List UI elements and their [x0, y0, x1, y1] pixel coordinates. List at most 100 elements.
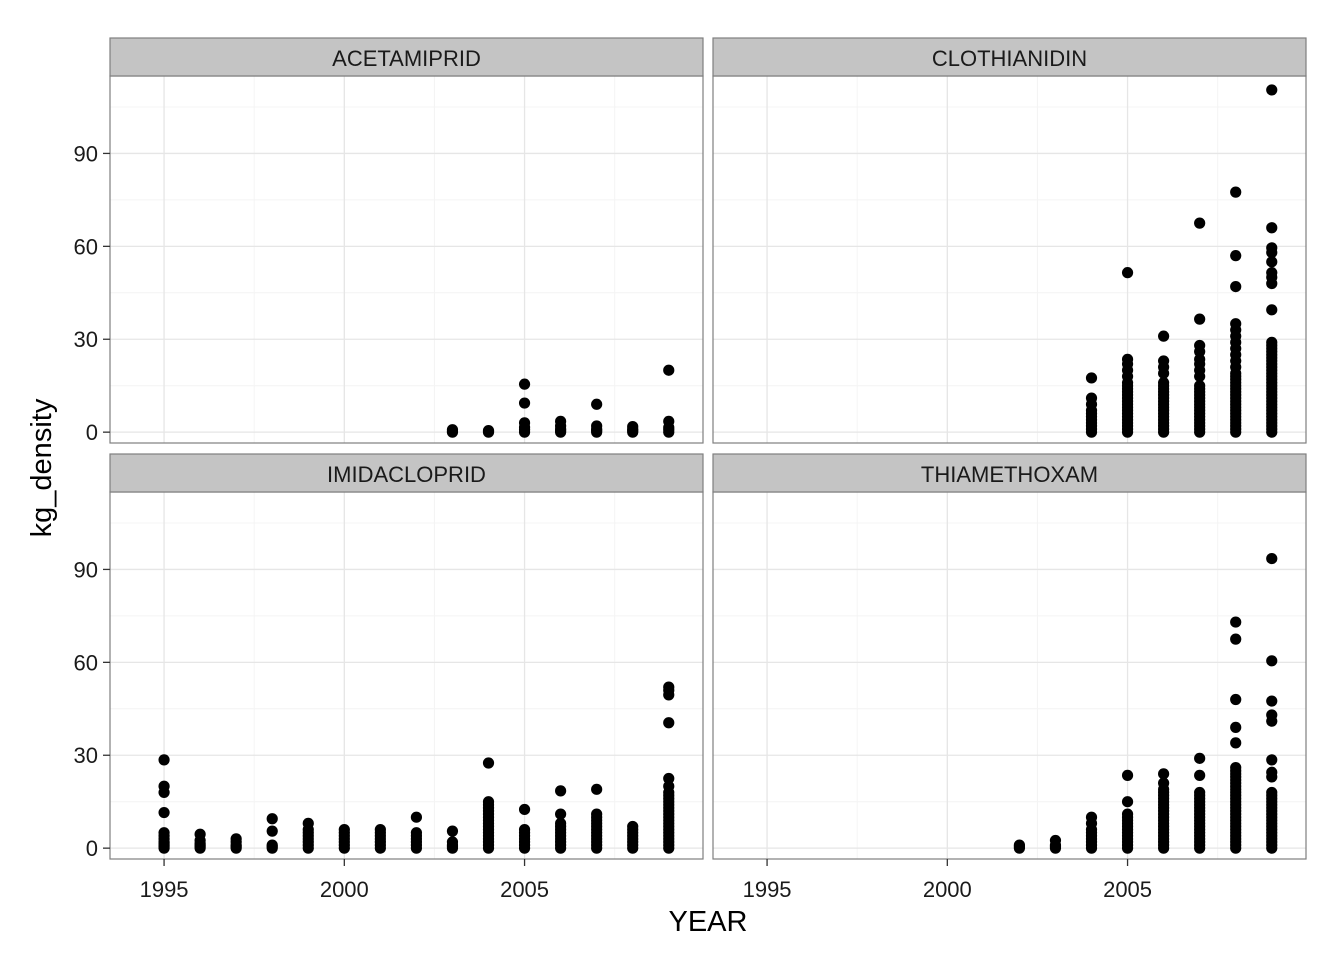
y-axes: 0 30 60 90 0 30 60 90 — [74, 141, 110, 861]
x-tick-label: 1995 — [743, 877, 792, 902]
scatter-point — [266, 813, 278, 825]
scatter-point — [555, 415, 567, 427]
scatter-point — [1158, 768, 1170, 780]
scatter-point — [1230, 250, 1242, 262]
facet-strip — [109, 453, 704, 493]
scatter-point — [1158, 777, 1170, 789]
scatter-point — [158, 754, 170, 766]
facet-strip — [712, 453, 1307, 493]
scatter-point — [1194, 217, 1206, 229]
x-tick-label: 2005 — [500, 877, 549, 902]
scatter-point — [1266, 222, 1278, 234]
x-tick-label: 2000 — [320, 877, 369, 902]
panel-background — [110, 76, 703, 443]
scatter-point — [410, 827, 423, 839]
scatter-point — [1230, 737, 1242, 749]
scatter-point — [1266, 786, 1278, 799]
y-tick-label: 30 — [74, 743, 98, 768]
scatter-point — [627, 820, 639, 833]
scatter-point — [663, 681, 675, 693]
scatter-point — [446, 424, 459, 436]
scatter-point — [1049, 834, 1062, 847]
scatter-point — [518, 823, 531, 836]
facet-strip-label: ACETAMIPRID — [332, 46, 481, 71]
y-tick-label: 0 — [86, 420, 98, 445]
scatter-point — [555, 785, 567, 797]
scatter-point — [482, 425, 495, 437]
scatter-point — [1194, 380, 1206, 392]
scatter-point — [194, 828, 206, 840]
scatter-point — [591, 398, 603, 410]
scatter-point — [1085, 372, 1098, 384]
panel-background — [110, 492, 703, 859]
scatter-point — [482, 757, 495, 769]
scatter-point — [1121, 267, 1134, 279]
scatter-point — [663, 364, 675, 376]
scatter-point — [1266, 766, 1278, 778]
scatter-point — [374, 823, 386, 836]
scatter-point — [663, 772, 675, 785]
y-axis-title: kg_density — [26, 398, 58, 537]
scatter-point — [338, 823, 350, 836]
scatter-point — [518, 417, 531, 429]
scatter-point — [1266, 754, 1278, 766]
scatter-point — [663, 717, 675, 729]
x-tick-label: 2005 — [1103, 877, 1152, 902]
panel-background — [713, 76, 1306, 443]
scatter-point — [1266, 242, 1278, 254]
scatter-point — [1121, 353, 1134, 365]
scatter-point — [1266, 695, 1278, 707]
scatter-point — [1194, 339, 1206, 352]
scatter-point — [158, 780, 170, 792]
panel-background — [713, 492, 1306, 859]
scatter-point — [1158, 377, 1170, 389]
facet-strip — [712, 37, 1307, 77]
facet-strip-label: CLOTHIANIDIN — [932, 46, 1087, 71]
x-axis-title: YEAR — [669, 906, 748, 938]
scatter-point — [1230, 186, 1242, 198]
scatter-point — [1194, 769, 1206, 781]
scatter-point — [446, 836, 459, 848]
y-tick-label: 90 — [74, 141, 98, 166]
scatter-point — [1158, 355, 1170, 367]
scatter-point — [266, 839, 278, 851]
scatter-point — [518, 803, 531, 816]
scatter-point — [1230, 616, 1242, 628]
scatter-point — [1266, 655, 1278, 667]
scatter-point — [1230, 762, 1242, 774]
scatter-point — [1194, 353, 1206, 365]
scatter-point — [1230, 318, 1242, 330]
scatter-point — [1121, 808, 1134, 820]
scatter-point — [1230, 633, 1242, 645]
scatter-point — [1121, 769, 1134, 781]
scatter-point — [158, 827, 170, 839]
scatter-point — [663, 415, 675, 427]
scatter-point — [1230, 280, 1242, 293]
x-axes: 1995 2000 2005 1995 2000 2005 — [140, 859, 1152, 902]
x-tick-label: 1995 — [140, 877, 189, 902]
scatter-point — [663, 780, 675, 792]
scatter-point — [158, 806, 170, 819]
y-tick-label: 60 — [74, 650, 98, 675]
scatter-point — [1266, 552, 1278, 565]
facet-strip-label: IMIDACLOPRID — [327, 462, 486, 487]
facet-panel: IMIDACLOPRID — [109, 453, 704, 860]
scatter-point — [1194, 752, 1206, 764]
scatter-point — [591, 420, 603, 432]
scatter-point — [1194, 786, 1206, 799]
facet-panel: THIAMETHOXAM — [712, 453, 1307, 860]
scatter-point — [591, 808, 603, 820]
facet-strip — [109, 37, 704, 77]
scatter-point — [1230, 721, 1242, 733]
scatter-point — [1266, 84, 1278, 96]
facet-panel: ACETAMIPRID — [109, 37, 704, 444]
scatter-point — [230, 833, 242, 845]
scatter-point — [627, 420, 639, 433]
x-tick-label: 2000 — [923, 877, 972, 902]
y-tick-label: 0 — [86, 836, 98, 861]
scatter-point — [591, 783, 603, 795]
y-tick-label: 90 — [74, 557, 98, 582]
scatter-point — [1230, 693, 1242, 706]
scatter-point — [1158, 330, 1170, 342]
